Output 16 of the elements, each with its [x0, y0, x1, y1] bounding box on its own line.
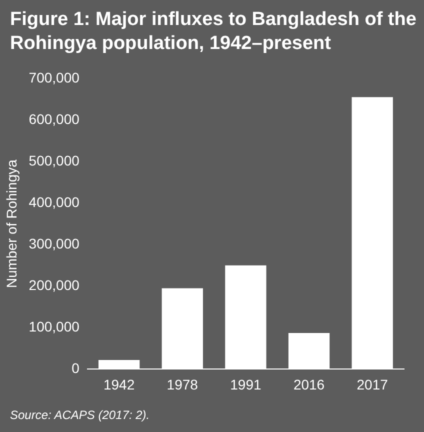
x-tick-label: 2016 — [293, 376, 325, 392]
y-tick-label: 200,000 — [28, 276, 80, 293]
source-note: Source: ACAPS (2017: 2). — [10, 408, 150, 422]
y-tick-label: 0 — [72, 360, 80, 376]
chart-title: Figure 1: Major influxes to Bangladesh of the Rohingya population, 1942–present — [10, 8, 418, 56]
y-tick-label: 600,000 — [28, 110, 80, 127]
y-tick-label: 100,000 — [28, 318, 80, 335]
x-tick-label: 1978 — [166, 376, 198, 392]
y-tick-label: 700,000 — [28, 69, 80, 86]
y-tick-label: 400,000 — [28, 194, 80, 210]
x-tick-label: 1991 — [230, 376, 262, 392]
x-tick-label: 1942 — [103, 376, 135, 392]
x-tick-label: 2017 — [356, 376, 388, 392]
y-tick-label: 300,000 — [28, 235, 80, 252]
y-axis-title: Number of Rohingya — [3, 159, 20, 288]
y-tick-label: 500,000 — [28, 152, 80, 168]
